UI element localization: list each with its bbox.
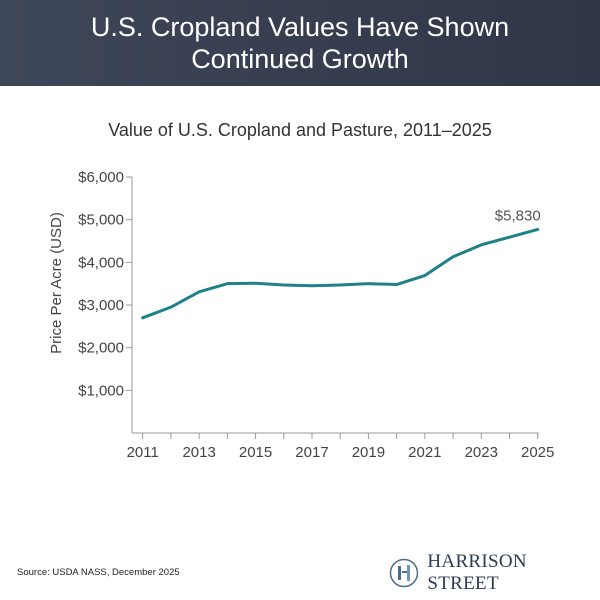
x-tick-label: 2021 (408, 444, 441, 461)
y-tick-label: $6,000 (78, 169, 124, 186)
harrison-street-logo: HARRISON STREET (389, 551, 600, 595)
y-tick-label: $1,000 (78, 382, 124, 399)
x-tick-label: 2015 (239, 444, 272, 461)
source-note: Source: USDA NASS, December 2025 (17, 567, 180, 578)
end-value-label: $5,830 (495, 207, 541, 224)
y-tick-label: $4,000 (78, 254, 124, 271)
x-tick-label: 2013 (182, 444, 215, 461)
brand-name: HARRISON STREET (427, 551, 527, 594)
x-tick-label: 2023 (465, 444, 498, 461)
y-tick-label: $5,000 (78, 212, 124, 229)
y-axis-label: Price Per Acre (USD) (48, 212, 65, 354)
x-tick-label: 2019 (352, 444, 385, 461)
x-tick-label: 2017 (295, 444, 328, 461)
y-tick-label: $3,000 (78, 297, 124, 314)
y-tick-label: $2,000 (78, 340, 124, 357)
x-tick-label: 2025 (521, 444, 554, 461)
x-tick-label: 2011 (127, 444, 159, 461)
chart-title: Value of U.S. Cropland and Pasture, 2011… (108, 120, 492, 140)
header-banner: U.S. Cropland Values Have Shown Continue… (0, 0, 600, 86)
headline-line-1: U.S. Cropland Values Have Shown (90, 12, 510, 42)
headline-line-2: Continued Growth (191, 44, 409, 74)
data-line (141, 227, 540, 320)
building-logo-icon (389, 558, 419, 588)
